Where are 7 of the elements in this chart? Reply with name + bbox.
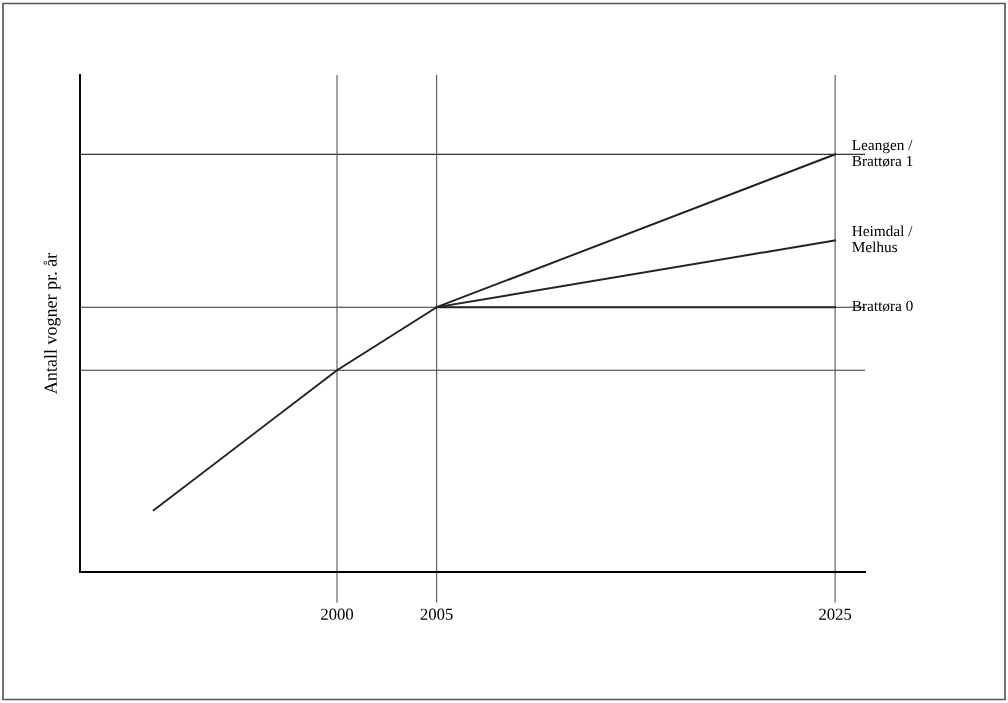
series-label: Brattøra 0: [852, 300, 913, 312]
x-tick-label: 2005: [420, 608, 453, 620]
series-label: Heimdal / Melhus: [852, 225, 913, 253]
series-label: Leangen / Brattøra 1: [852, 139, 913, 167]
y-axis-title: Antall vogner pr. år: [43, 252, 61, 395]
x-tick-label: 2025: [819, 608, 852, 620]
x-tick-label: 2000: [321, 608, 354, 620]
